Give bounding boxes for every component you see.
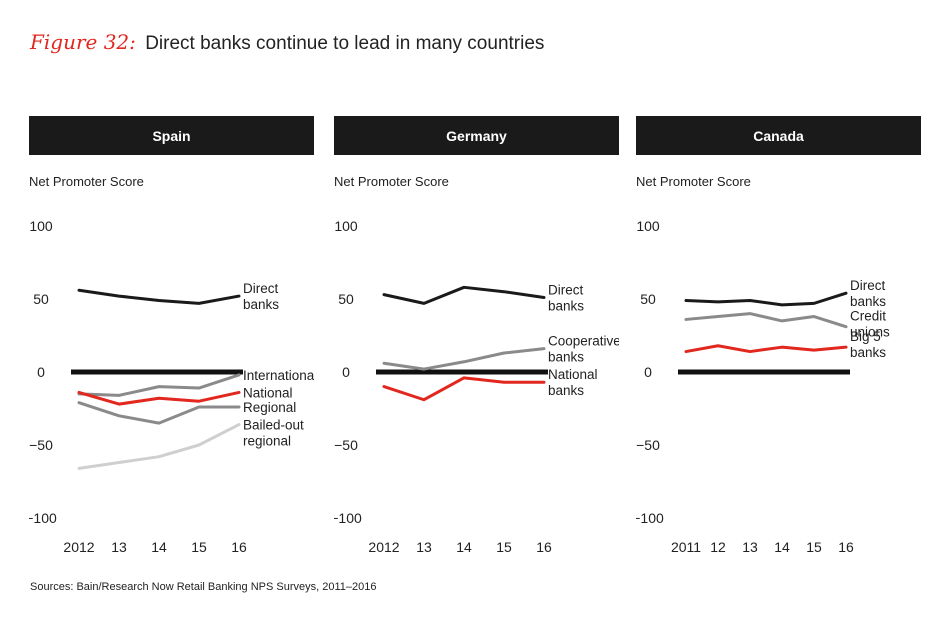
x-tick-label: 13 bbox=[416, 539, 432, 555]
y-tick-label: 0 bbox=[342, 364, 350, 380]
series-label: banks bbox=[243, 297, 279, 312]
y-tick-label: −100 bbox=[29, 510, 57, 526]
source-note: Sources: Bain/Research Now Retail Bankin… bbox=[30, 581, 377, 593]
x-tick-label: 14 bbox=[151, 539, 167, 555]
x-tick-label: 2012 bbox=[368, 539, 399, 555]
y-tick-label: −100 bbox=[334, 510, 362, 526]
series-label: banks bbox=[548, 299, 584, 314]
y-axis-label: Net Promoter Score bbox=[334, 174, 449, 189]
series-label: Big 5 bbox=[850, 329, 881, 344]
chart-panel-germany: Germany Net Promoter Score 100 50 0 −50 −100… bbox=[334, 116, 619, 586]
chart-panel-spain: Spain Net Promoter Score 100 50 0 −50 −100 20… bbox=[29, 116, 314, 586]
series-line bbox=[382, 376, 546, 402]
y-axis-label: Net Promoter Score bbox=[29, 174, 144, 189]
series-line bbox=[684, 344, 848, 354]
series-line bbox=[684, 291, 848, 307]
y-tick-label: −50 bbox=[29, 437, 53, 453]
y-tick-label: 0 bbox=[37, 364, 45, 380]
series-label: Direct bbox=[850, 278, 886, 293]
series-label: National bbox=[548, 367, 598, 382]
y-tick-label: 100 bbox=[334, 218, 358, 234]
series-label: banks bbox=[850, 345, 886, 360]
series-label: Regional bbox=[243, 400, 296, 415]
series-label: Credit bbox=[850, 309, 886, 324]
panel-header: Germany bbox=[334, 116, 619, 155]
y-tick-label: 50 bbox=[33, 291, 49, 307]
series-line bbox=[382, 285, 546, 305]
series-label: International bbox=[243, 368, 314, 383]
x-tick-label: 2011 bbox=[671, 539, 701, 555]
series-line bbox=[77, 288, 241, 305]
figure-title-text: Direct banks continue to lead in many co… bbox=[145, 33, 545, 54]
y-tick-label: −100 bbox=[636, 510, 664, 526]
y-tick-label: 50 bbox=[338, 291, 354, 307]
x-tick-label: 14 bbox=[774, 539, 790, 555]
series-line bbox=[382, 347, 546, 371]
series-label: banks bbox=[850, 294, 886, 309]
series-line bbox=[77, 390, 241, 406]
series-line bbox=[684, 312, 848, 329]
y-tick-label: −50 bbox=[636, 437, 660, 453]
x-tick-label: 15 bbox=[191, 539, 207, 555]
series-label: unions bbox=[850, 325, 890, 340]
x-tick-label: 15 bbox=[806, 539, 822, 555]
series-label: Direct bbox=[548, 283, 584, 298]
panel-header: Canada bbox=[636, 116, 921, 155]
x-tick-label: 12 bbox=[710, 539, 726, 555]
series-label: Bailed-out bbox=[243, 418, 304, 433]
y-tick-label: 50 bbox=[640, 291, 656, 307]
x-tick-label: 14 bbox=[456, 539, 472, 555]
series-label: regional bbox=[243, 434, 291, 449]
y-axis-label: Net Promoter Score bbox=[636, 174, 751, 189]
x-tick-label: 15 bbox=[496, 539, 512, 555]
panel-header: Spain bbox=[29, 116, 314, 155]
figure-label: Figure 32: bbox=[30, 30, 136, 54]
series-line bbox=[77, 373, 241, 397]
series-label: banks bbox=[548, 383, 584, 398]
y-tick-label: 100 bbox=[29, 218, 53, 234]
chart-panel-canada: Canada Net Promoter Score 100 50 0 −50 −100 2… bbox=[636, 116, 921, 586]
series-label: banks bbox=[548, 350, 584, 365]
series-label: National bbox=[243, 385, 293, 400]
series-line bbox=[77, 401, 241, 425]
y-tick-label: 0 bbox=[644, 364, 652, 380]
series-label: Direct bbox=[243, 281, 279, 296]
x-tick-label: 2012 bbox=[63, 539, 94, 555]
y-tick-label: −50 bbox=[334, 437, 358, 453]
y-tick-label: 100 bbox=[636, 218, 660, 234]
x-tick-label: 16 bbox=[231, 539, 247, 555]
x-tick-label: 16 bbox=[536, 539, 552, 555]
series-label: Cooperative bbox=[548, 334, 619, 349]
x-tick-label: 13 bbox=[111, 539, 127, 555]
series-line bbox=[77, 423, 241, 470]
x-tick-label: 13 bbox=[742, 539, 758, 555]
figure-title: Figure 32: Direct banks continue to lead… bbox=[30, 30, 544, 55]
x-tick-label: 16 bbox=[838, 539, 854, 555]
